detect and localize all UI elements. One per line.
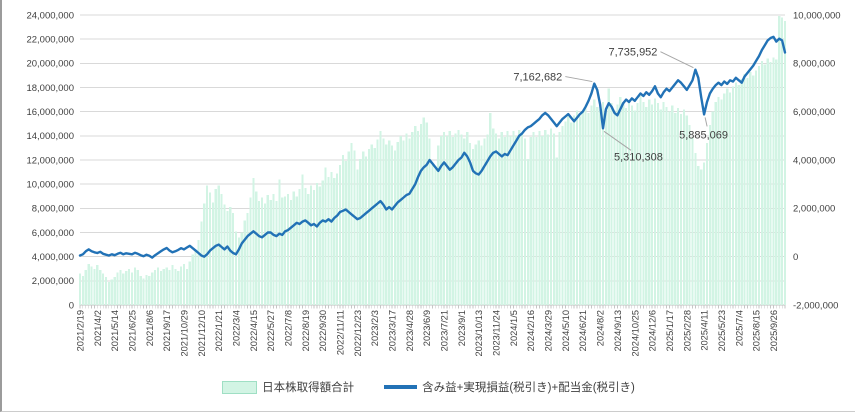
svg-text:2024/12/6: 2024/12/6 — [648, 310, 658, 351]
svg-text:14,000,000: 14,000,000 — [26, 131, 74, 142]
svg-text:2023/11/24: 2023/11/24 — [492, 310, 502, 356]
annotation-7735952: 7,735,952 — [608, 47, 657, 59]
line-series-swatch — [384, 385, 418, 389]
svg-text:10,000,000: 10,000,000 — [793, 10, 841, 21]
svg-text:18,000,000: 18,000,000 — [26, 83, 74, 94]
svg-text:2023/2/3: 2023/2/3 — [370, 310, 380, 346]
svg-text:2024/1/5: 2024/1/5 — [509, 310, 519, 346]
svg-text:2021/12/10: 2021/12/10 — [197, 310, 207, 357]
svg-text:2024/5/10: 2024/5/10 — [561, 310, 571, 351]
x-axis-tick-marks — [79, 305, 786, 309]
legend-label-japan-stock-total: 日本株取得額合計 — [262, 382, 355, 394]
svg-text:12,000,000: 12,000,000 — [26, 155, 74, 166]
svg-text:2024/9/13: 2024/9/13 — [613, 310, 623, 351]
svg-text:22,000,000: 22,000,000 — [26, 35, 74, 46]
left-axis-labels: 24,000,000 22,000,000 20,000,000 18,000,000… — [26, 10, 74, 311]
right-axis-labels: 10,000,000 8,000,000 6,000,000 4,000,000 2,0… — [793, 10, 841, 311]
svg-text:2021/4/2: 2021/4/2 — [93, 310, 103, 346]
svg-text:2023/3/17: 2023/3/17 — [388, 310, 398, 351]
svg-text:6,000,000: 6,000,000 — [32, 228, 74, 239]
svg-text:2024/3/29: 2024/3/29 — [544, 310, 554, 351]
svg-text:2021/2/19: 2021/2/19 — [76, 310, 86, 351]
svg-text:2022/1/21: 2022/1/21 — [214, 310, 224, 351]
annotation-5885069: 5,885,069 — [679, 129, 728, 141]
svg-text:2022/11/11: 2022/11/11 — [336, 310, 346, 355]
svg-text:2025/4/11: 2025/4/11 — [700, 310, 710, 351]
chart-legend: 日本株取得額合計 含み益+実現損益(税引き)+配当金(税引き) — [2, 368, 855, 406]
svg-text:2,000,000: 2,000,000 — [793, 204, 835, 215]
area-series-swatch — [222, 380, 258, 394]
svg-text:2022/4/15: 2022/4/15 — [249, 310, 259, 351]
svg-text:2024/10/25: 2024/10/25 — [630, 310, 640, 357]
svg-text:2025/2/28: 2025/2/28 — [682, 310, 692, 351]
svg-text:4,000,000: 4,000,000 — [32, 252, 74, 263]
svg-text:0: 0 — [69, 300, 74, 311]
x-axis-labels: 2021/2/19 2021/4/2 2021/5/14 2021/6/25 2021/… — [76, 310, 779, 357]
svg-text:2023/10/13: 2023/10/13 — [474, 310, 484, 357]
svg-text:2021/5/14: 2021/5/14 — [110, 310, 120, 351]
svg-text:2022/7/8: 2022/7/8 — [284, 310, 294, 346]
svg-text:2025/8/15: 2025/8/15 — [752, 310, 762, 351]
line-series-profit[interactable] — [78, 35, 787, 259]
svg-text:2023/7/21: 2023/7/21 — [440, 310, 450, 351]
svg-text:0: 0 — [793, 252, 798, 263]
svg-text:10,000,000: 10,000,000 — [26, 180, 74, 191]
annotation-5310308: 5,310,308 — [614, 151, 663, 163]
svg-text:2025/9/26: 2025/9/26 — [769, 310, 779, 351]
svg-text:2023/9/1: 2023/9/1 — [457, 310, 467, 346]
svg-text:2024/8/2: 2024/8/2 — [596, 310, 606, 346]
legend-item-profit-line[interactable]: 含み益+実現損益(税引き)+配当金(税引き) — [384, 379, 635, 395]
svg-text:2022/5/27: 2022/5/27 — [266, 310, 276, 351]
svg-text:2024/2/16: 2024/2/16 — [526, 310, 536, 351]
svg-text:2021/8/6: 2021/8/6 — [145, 310, 155, 346]
stock-performance-chart: 24,000,000 22,000,000 20,000,000 18,000,000… — [26, 10, 841, 357]
svg-text:4,000,000: 4,000,000 — [793, 155, 835, 166]
svg-text:6,000,000: 6,000,000 — [793, 107, 835, 118]
svg-text:-2,000,000: -2,000,000 — [793, 300, 838, 311]
legend-label-profit-line: 含み益+実現損益(税引き)+配当金(税引き) — [422, 382, 635, 394]
svg-text:2025/1/17: 2025/1/17 — [665, 310, 675, 351]
svg-text:2025/5/23: 2025/5/23 — [717, 310, 727, 351]
svg-text:20,000,000: 20,000,000 — [26, 59, 74, 70]
area-series-japan-stock-acquisition[interactable] — [78, 16, 787, 306]
svg-text:2022/3/4: 2022/3/4 — [232, 310, 242, 346]
svg-text:2022/9/30: 2022/9/30 — [318, 310, 328, 351]
svg-text:2021/10/29: 2021/10/29 — [180, 310, 190, 357]
legend-item-japan-stock-total[interactable]: 日本株取得額合計 — [222, 379, 354, 395]
svg-text:2021/6/25: 2021/6/25 — [128, 310, 138, 351]
svg-text:2025/7/4: 2025/7/4 — [734, 310, 744, 346]
svg-text:2,000,000: 2,000,000 — [32, 276, 74, 287]
svg-text:2022/8/19: 2022/8/19 — [301, 310, 311, 351]
svg-text:2023/6/9: 2023/6/9 — [422, 310, 432, 346]
svg-text:2022/12/23: 2022/12/23 — [353, 310, 363, 357]
svg-text:8,000,000: 8,000,000 — [32, 204, 74, 215]
svg-text:2023/4/28: 2023/4/28 — [405, 310, 415, 351]
svg-text:24,000,000: 24,000,000 — [26, 10, 74, 21]
svg-text:16,000,000: 16,000,000 — [26, 107, 74, 118]
data-label-annotations: 7,162,682 5,310,308 7,735,952 5,885,069 — [513, 47, 728, 164]
annotation-7162682: 7,162,682 — [513, 72, 562, 84]
svg-text:2021/9/17: 2021/9/17 — [162, 310, 172, 351]
svg-text:2024/6/21: 2024/6/21 — [578, 310, 588, 351]
svg-text:8,000,000: 8,000,000 — [793, 59, 835, 70]
